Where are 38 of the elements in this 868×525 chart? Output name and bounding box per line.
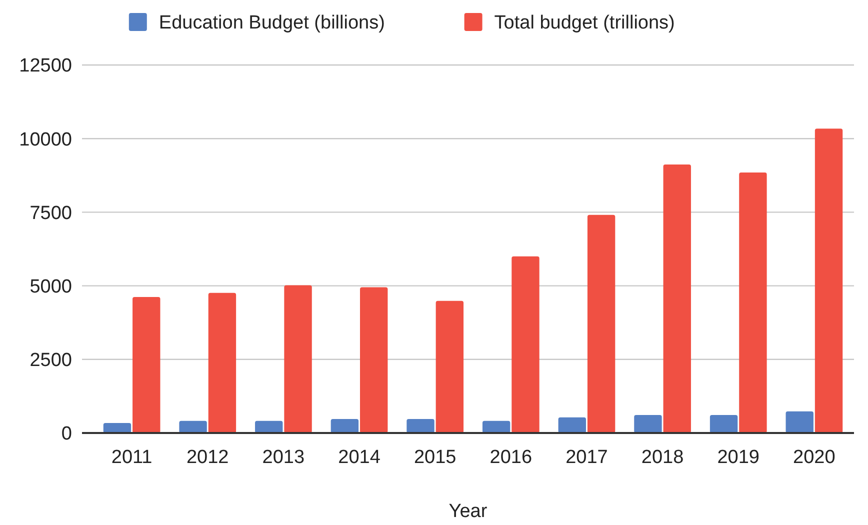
y-tick-label: 12500 (19, 56, 72, 77)
x-tick-label: 2011 (111, 447, 152, 468)
bar (255, 420, 283, 433)
legend-label: Total budget (trillions) (494, 12, 675, 34)
bar (814, 128, 843, 433)
bar (558, 417, 586, 433)
bar (663, 164, 691, 433)
bar (330, 419, 359, 433)
x-tick-label: 2014 (338, 447, 381, 468)
y-tick-label: 7500 (30, 202, 72, 224)
bar (132, 296, 160, 433)
x-tick-label: 2013 (262, 447, 305, 468)
bar (786, 411, 814, 433)
bar (436, 300, 464, 433)
bar (406, 419, 434, 433)
x-tick-label: 2012 (186, 447, 229, 468)
bar (482, 420, 510, 433)
x-axis-title: Year (448, 501, 488, 522)
x-tick-label: 2017 (566, 447, 608, 468)
y-tick-label: 2500 (30, 350, 72, 372)
legend-label: Education Budget (billions) (158, 12, 385, 34)
y-tick-label: 0 (61, 424, 72, 445)
bar (587, 214, 616, 433)
x-tick-label: 2018 (641, 447, 684, 468)
bar (284, 285, 312, 433)
x-tick-label: 2016 (490, 447, 532, 468)
y-tick-label: 10000 (19, 129, 72, 150)
x-tick-label: 2019 (717, 447, 760, 468)
bar (739, 172, 767, 433)
bar (360, 287, 388, 433)
y-tick-label: 5000 (30, 276, 72, 298)
bar (208, 292, 236, 433)
bar (179, 420, 207, 433)
bar (710, 415, 738, 433)
x-tick-label: 2015 (414, 447, 456, 468)
bar (634, 415, 662, 433)
x-tick-label: 2020 (793, 447, 836, 468)
bar (512, 256, 540, 433)
